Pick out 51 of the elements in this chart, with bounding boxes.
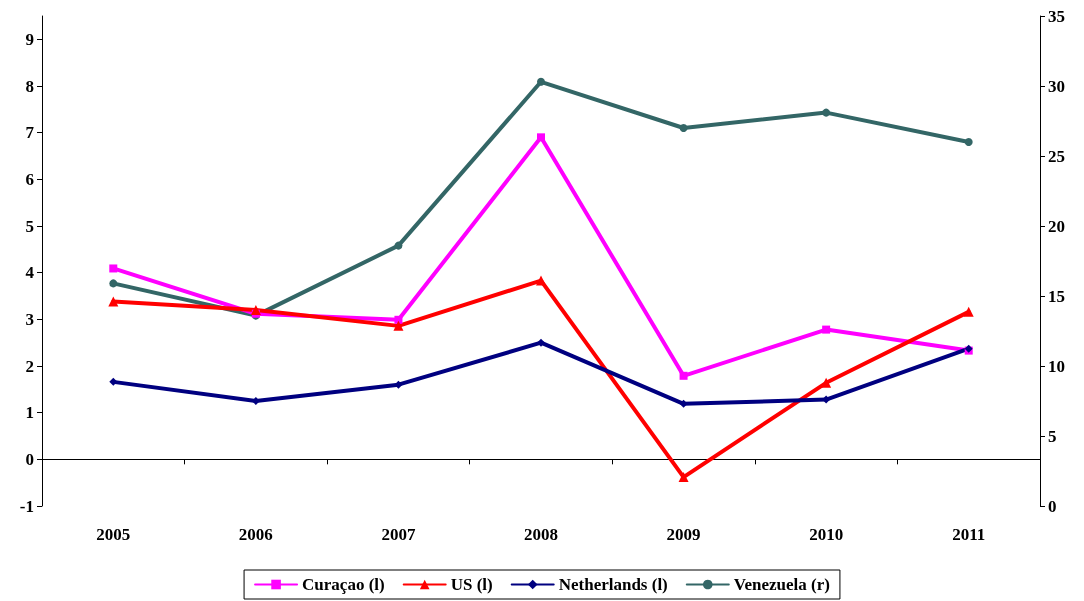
point (109, 264, 118, 273)
point (964, 138, 973, 146)
x-tick-label: 2007 (381, 525, 416, 544)
legend-label: Netherlands (l) (558, 575, 668, 594)
point (536, 275, 546, 286)
x-tick-label: 2008 (524, 525, 558, 544)
point (250, 305, 261, 315)
point (822, 108, 831, 117)
legend-label: US (l) (450, 575, 493, 594)
point (679, 371, 688, 380)
point (393, 320, 404, 331)
point (537, 133, 545, 142)
x-tick-label: 2009 (666, 525, 701, 544)
y-tick-label: 8 (25, 76, 34, 96)
point (394, 315, 403, 324)
legend-label: Curaçao (l) (302, 575, 385, 594)
y-tick-label: 9 (25, 29, 34, 49)
point (679, 124, 688, 132)
point (537, 338, 545, 347)
point (963, 306, 974, 317)
y-tick-label: -1 (19, 496, 34, 516)
legend-label: Venezuela (r) (733, 575, 830, 594)
y2-tick-label: 20 (1048, 216, 1065, 236)
point (109, 279, 118, 288)
y-tick-label: 5 (25, 216, 34, 236)
y-tick-label: 3 (25, 309, 34, 329)
y2-tick-label: 30 (1048, 76, 1065, 96)
point (822, 325, 831, 334)
point (108, 296, 119, 307)
x-tick-label: 2005 (96, 525, 131, 544)
x-tick-label: 2010 (809, 525, 844, 544)
point (109, 377, 118, 386)
y2-tick-label: 10 (1048, 356, 1065, 376)
point (537, 77, 545, 86)
y-tick-label: 4 (25, 263, 35, 283)
y2-tick-label: 35 (1048, 6, 1065, 26)
y-tick-label: 2 (25, 356, 34, 376)
point (821, 377, 832, 388)
y-tick-label: 1 (25, 403, 34, 423)
y2-tick-label: 25 (1048, 146, 1065, 166)
y2-tick-label: 0 (1048, 496, 1057, 516)
point (394, 241, 403, 250)
y2-tick-label: 15 (1048, 286, 1065, 306)
y2-tick-label: 5 (1048, 426, 1057, 446)
x-tick-label: 2011 (952, 525, 986, 544)
point (678, 472, 689, 483)
y-tick-label: 6 (25, 169, 34, 189)
x-tick-label: 2006 (238, 525, 273, 544)
y-tick-label: 0 (25, 449, 34, 469)
y-tick-label: 7 (25, 123, 35, 143)
point (822, 395, 831, 404)
